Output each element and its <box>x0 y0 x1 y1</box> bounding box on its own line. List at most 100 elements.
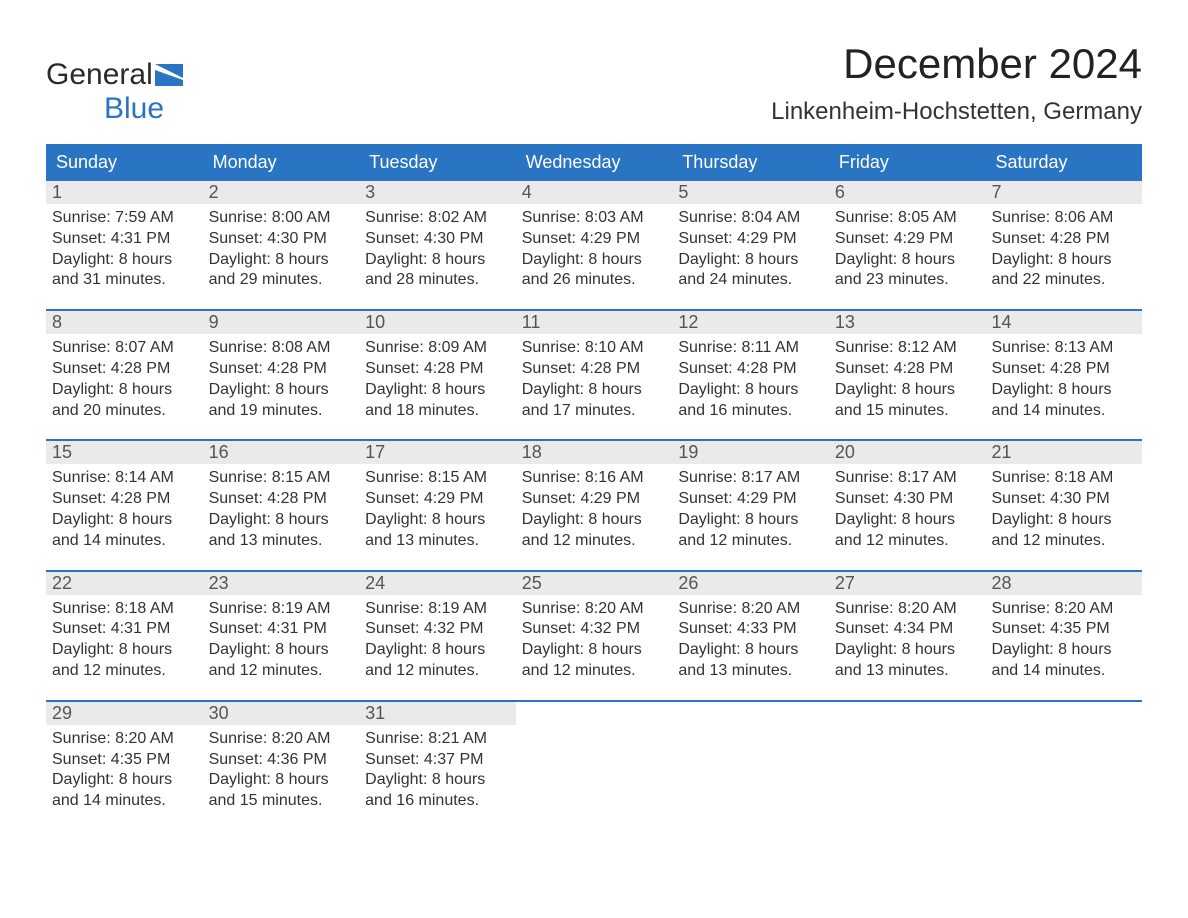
day-d1: Daylight: 8 hours <box>52 510 197 531</box>
day-sunset: Sunset: 4:35 PM <box>991 619 1136 640</box>
day-d1: Daylight: 8 hours <box>522 640 667 661</box>
day-header-saturday: Saturday <box>985 144 1142 181</box>
day-number: 11 <box>516 311 673 334</box>
day-cell: 15Sunrise: 8:14 AMSunset: 4:28 PMDayligh… <box>46 441 203 557</box>
day-d1: Daylight: 8 hours <box>835 250 980 271</box>
day-d1: Daylight: 8 hours <box>991 380 1136 401</box>
day-d2: and 12 minutes. <box>209 661 354 682</box>
day-cell: 20Sunrise: 8:17 AMSunset: 4:30 PMDayligh… <box>829 441 986 557</box>
logo: General Blue <box>46 58 183 126</box>
day-number: 25 <box>516 572 673 595</box>
day-number: 27 <box>829 572 986 595</box>
day-number: 20 <box>829 441 986 464</box>
day-number: 26 <box>672 572 829 595</box>
logo-flag-icon <box>155 64 183 91</box>
day-cell: 27Sunrise: 8:20 AMSunset: 4:34 PMDayligh… <box>829 572 986 688</box>
day-sunrise: Sunrise: 8:17 AM <box>678 468 823 489</box>
day-number: 6 <box>829 181 986 204</box>
day-cell: 25Sunrise: 8:20 AMSunset: 4:32 PMDayligh… <box>516 572 673 688</box>
day-body <box>829 725 986 735</box>
week-row: 8Sunrise: 8:07 AMSunset: 4:28 PMDaylight… <box>46 309 1142 427</box>
day-sunrise: Sunrise: 8:04 AM <box>678 208 823 229</box>
day-sunrise: Sunrise: 8:14 AM <box>52 468 197 489</box>
day-cell: 17Sunrise: 8:15 AMSunset: 4:29 PMDayligh… <box>359 441 516 557</box>
day-sunset: Sunset: 4:28 PM <box>52 489 197 510</box>
day-d1: Daylight: 8 hours <box>52 640 197 661</box>
day-d2: and 13 minutes. <box>209 531 354 552</box>
day-sunset: Sunset: 4:29 PM <box>522 229 667 250</box>
day-sunrise: Sunrise: 8:07 AM <box>52 338 197 359</box>
week-row: 22Sunrise: 8:18 AMSunset: 4:31 PMDayligh… <box>46 570 1142 688</box>
day-d1: Daylight: 8 hours <box>365 770 510 791</box>
day-number: 18 <box>516 441 673 464</box>
day-sunrise: Sunrise: 8:21 AM <box>365 729 510 750</box>
day-body: Sunrise: 8:17 AMSunset: 4:29 PMDaylight:… <box>672 464 829 557</box>
day-number: 17 <box>359 441 516 464</box>
day-cell: 14Sunrise: 8:13 AMSunset: 4:28 PMDayligh… <box>985 311 1142 427</box>
day-body: Sunrise: 8:10 AMSunset: 4:28 PMDaylight:… <box>516 334 673 427</box>
day-sunrise: Sunrise: 8:20 AM <box>522 599 667 620</box>
day-body: Sunrise: 8:06 AMSunset: 4:28 PMDaylight:… <box>985 204 1142 297</box>
day-sunset: Sunset: 4:30 PM <box>209 229 354 250</box>
day-cell: 1Sunrise: 7:59 AMSunset: 4:31 PMDaylight… <box>46 181 203 297</box>
day-body: Sunrise: 7:59 AMSunset: 4:31 PMDaylight:… <box>46 204 203 297</box>
day-d1: Daylight: 8 hours <box>365 510 510 531</box>
day-sunset: Sunset: 4:29 PM <box>678 229 823 250</box>
day-number: 13 <box>829 311 986 334</box>
day-d1: Daylight: 8 hours <box>209 640 354 661</box>
day-d2: and 19 minutes. <box>209 401 354 422</box>
day-sunset: Sunset: 4:28 PM <box>991 359 1136 380</box>
day-number: 24 <box>359 572 516 595</box>
day-d2: and 23 minutes. <box>835 270 980 291</box>
day-d1: Daylight: 8 hours <box>209 510 354 531</box>
day-body: Sunrise: 8:20 AMSunset: 4:34 PMDaylight:… <box>829 595 986 688</box>
day-body: Sunrise: 8:11 AMSunset: 4:28 PMDaylight:… <box>672 334 829 427</box>
day-d1: Daylight: 8 hours <box>835 640 980 661</box>
day-d2: and 12 minutes. <box>678 531 823 552</box>
day-cell: 16Sunrise: 8:15 AMSunset: 4:28 PMDayligh… <box>203 441 360 557</box>
day-sunset: Sunset: 4:29 PM <box>522 489 667 510</box>
day-sunrise: Sunrise: 8:10 AM <box>522 338 667 359</box>
day-number: 19 <box>672 441 829 464</box>
day-sunset: Sunset: 4:30 PM <box>835 489 980 510</box>
day-d1: Daylight: 8 hours <box>991 510 1136 531</box>
day-sunrise: Sunrise: 8:15 AM <box>209 468 354 489</box>
day-d2: and 12 minutes. <box>52 661 197 682</box>
day-number: 14 <box>985 311 1142 334</box>
day-body: Sunrise: 8:09 AMSunset: 4:28 PMDaylight:… <box>359 334 516 427</box>
day-header-monday: Monday <box>203 144 360 181</box>
day-sunrise: Sunrise: 8:20 AM <box>835 599 980 620</box>
month-title: December 2024 <box>771 40 1142 88</box>
day-number: 9 <box>203 311 360 334</box>
day-d1: Daylight: 8 hours <box>835 510 980 531</box>
day-cell: 28Sunrise: 8:20 AMSunset: 4:35 PMDayligh… <box>985 572 1142 688</box>
day-header-sunday: Sunday <box>46 144 203 181</box>
day-sunset: Sunset: 4:33 PM <box>678 619 823 640</box>
day-d2: and 14 minutes. <box>52 531 197 552</box>
day-d2: and 26 minutes. <box>522 270 667 291</box>
day-sunrise: Sunrise: 8:08 AM <box>209 338 354 359</box>
day-body: Sunrise: 8:19 AMSunset: 4:32 PMDaylight:… <box>359 595 516 688</box>
day-body: Sunrise: 8:18 AMSunset: 4:31 PMDaylight:… <box>46 595 203 688</box>
day-sunset: Sunset: 4:28 PM <box>209 489 354 510</box>
day-sunset: Sunset: 4:28 PM <box>52 359 197 380</box>
day-body: Sunrise: 8:20 AMSunset: 4:33 PMDaylight:… <box>672 595 829 688</box>
day-d2: and 12 minutes. <box>365 661 510 682</box>
day-number: 30 <box>203 702 360 725</box>
day-body: Sunrise: 8:14 AMSunset: 4:28 PMDaylight:… <box>46 464 203 557</box>
day-d2: and 29 minutes. <box>209 270 354 291</box>
day-sunrise: Sunrise: 8:05 AM <box>835 208 980 229</box>
day-d1: Daylight: 8 hours <box>522 510 667 531</box>
day-cell: 24Sunrise: 8:19 AMSunset: 4:32 PMDayligh… <box>359 572 516 688</box>
day-number: 3 <box>359 181 516 204</box>
day-cell: 3Sunrise: 8:02 AMSunset: 4:30 PMDaylight… <box>359 181 516 297</box>
day-cell: 31Sunrise: 8:21 AMSunset: 4:37 PMDayligh… <box>359 702 516 818</box>
day-d1: Daylight: 8 hours <box>991 640 1136 661</box>
day-cell: 9Sunrise: 8:08 AMSunset: 4:28 PMDaylight… <box>203 311 360 427</box>
day-d2: and 12 minutes. <box>991 531 1136 552</box>
day-sunrise: Sunrise: 8:11 AM <box>678 338 823 359</box>
day-body: Sunrise: 8:05 AMSunset: 4:29 PMDaylight:… <box>829 204 986 297</box>
day-sunrise: Sunrise: 8:18 AM <box>52 599 197 620</box>
day-body: Sunrise: 8:03 AMSunset: 4:29 PMDaylight:… <box>516 204 673 297</box>
day-d1: Daylight: 8 hours <box>522 380 667 401</box>
